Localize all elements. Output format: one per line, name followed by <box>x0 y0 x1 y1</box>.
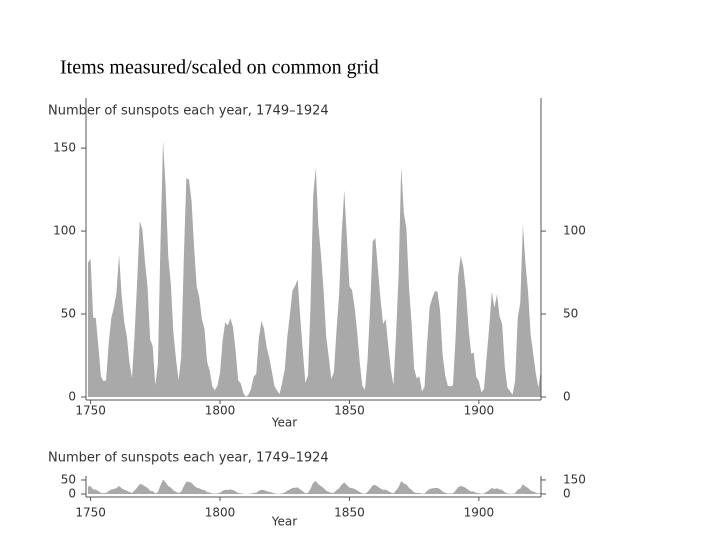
x-tick-label: 1850 <box>334 506 365 520</box>
y-tick-label: 150 <box>53 141 76 155</box>
x-tick-label: 1800 <box>205 506 236 520</box>
x-tick-label: 1800 <box>205 404 236 418</box>
area <box>88 479 541 494</box>
area <box>88 140 541 397</box>
y-tick-label: 0 <box>68 487 76 501</box>
x-tick-label: 1750 <box>75 506 106 520</box>
y-tick-label: 50 <box>61 472 76 486</box>
y-tick-label: 100 <box>53 224 76 238</box>
y2-tick-label: 0 <box>563 487 571 501</box>
y2-tick-label: 0 <box>563 390 571 404</box>
slide-title: Items measured/scaled on common grid <box>60 57 379 79</box>
x-tick-label: 1750 <box>75 404 106 418</box>
chart-title: Number of sunspots each year, 1749–1924 <box>48 451 329 466</box>
y2-tick-label: 150 <box>563 472 586 486</box>
x-tick-label: 1850 <box>334 404 365 418</box>
x-axis-label: Year <box>271 515 297 529</box>
chart-title: Number of sunspots each year, 1749–1924 <box>48 104 329 119</box>
x-tick-label: 1900 <box>464 404 495 418</box>
x-tick-label: 1900 <box>464 506 495 520</box>
y2-tick-label: 50 <box>563 307 578 321</box>
x-axis-label: Year <box>271 416 297 430</box>
y2-tick-label: 100 <box>563 224 586 238</box>
y-tick-label: 50 <box>61 307 76 321</box>
y-tick-label: 0 <box>68 390 76 404</box>
